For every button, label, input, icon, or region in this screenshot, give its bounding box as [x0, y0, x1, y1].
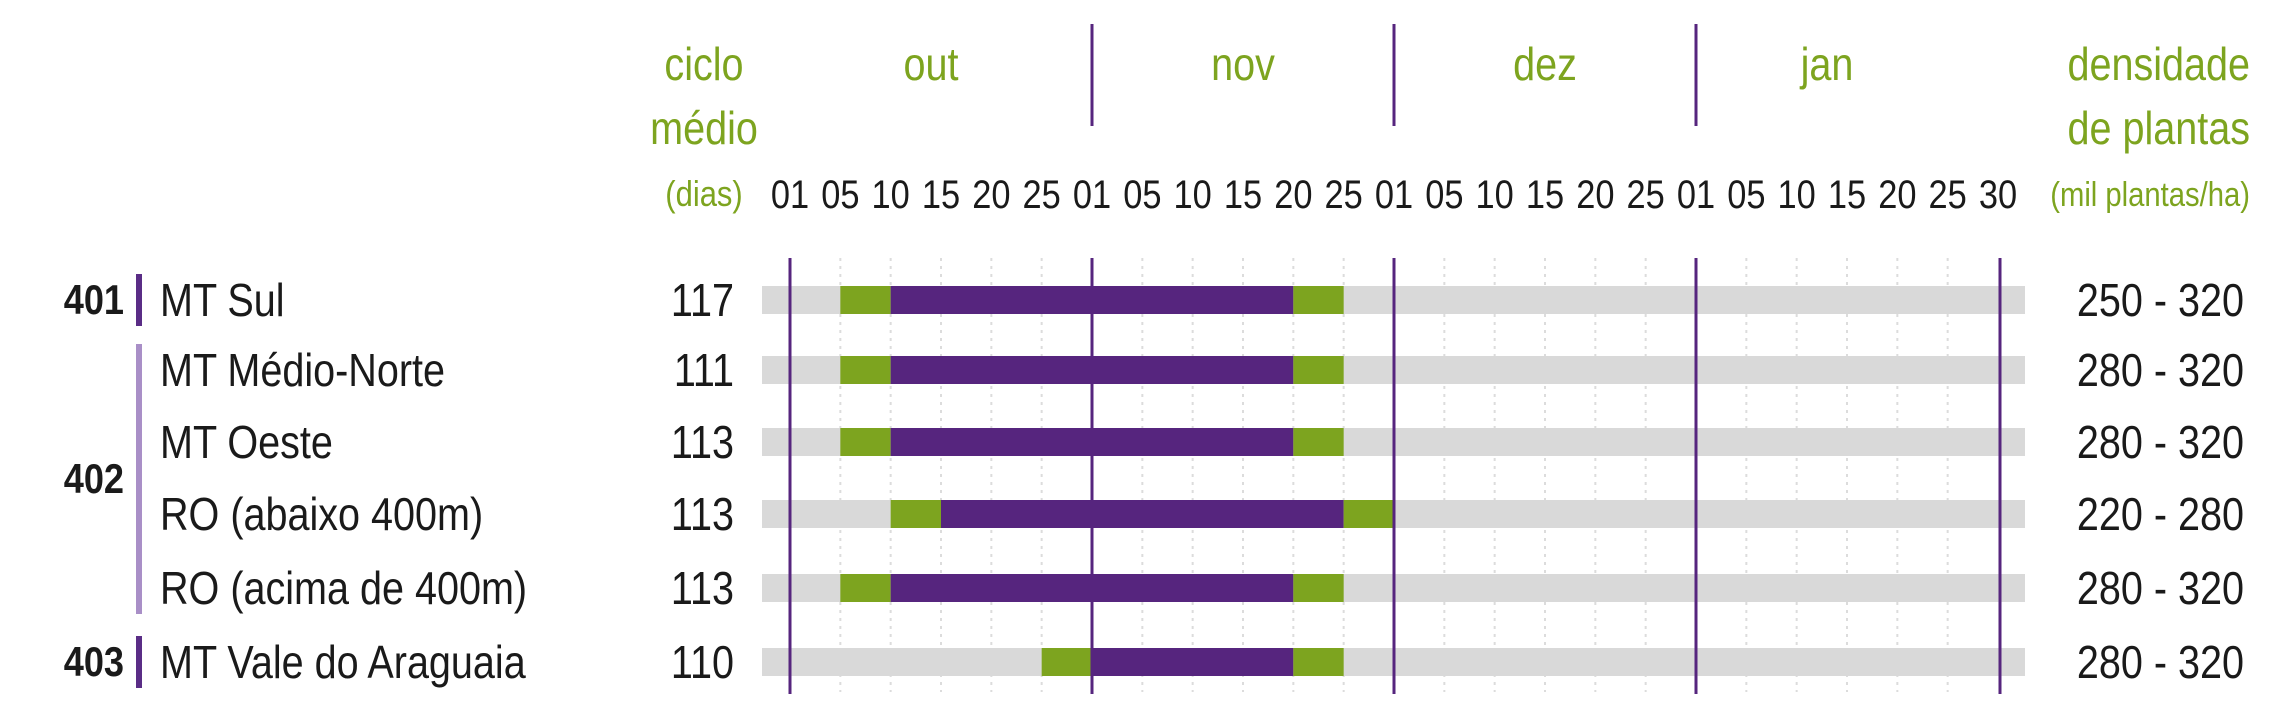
tick-label: 25 — [1023, 172, 1061, 217]
tick-label: 20 — [972, 172, 1010, 217]
tick-label: 15 — [922, 172, 960, 217]
cycle-header: médio — [650, 103, 758, 154]
tick-label: 01 — [1375, 172, 1413, 217]
month-label: nov — [1211, 39, 1275, 90]
bar-green-start — [840, 574, 891, 602]
bar-green-start — [840, 428, 891, 456]
bar-green-end — [1293, 356, 1344, 384]
tick-label: 01 — [771, 172, 809, 217]
bar-purple-ideal — [941, 500, 1344, 528]
bar-purple-ideal — [1092, 648, 1294, 676]
region-label: MT Médio-Norte — [160, 345, 445, 396]
tick-label: 20 — [1878, 172, 1916, 217]
tick-label: 20 — [1576, 172, 1614, 217]
density-value: 220 - 280 — [2077, 489, 2244, 540]
tick-label: 10 — [1476, 172, 1514, 217]
tick-label: 05 — [1123, 172, 1161, 217]
bar-green-start — [840, 286, 891, 314]
density-header-unit: (mil plantas/ha) — [2050, 175, 2250, 214]
tick-label: 25 — [1325, 172, 1363, 217]
cycle-value: 113 — [671, 489, 734, 540]
cycle-header: ciclo — [664, 39, 743, 90]
group-code: 403 — [64, 640, 124, 686]
grid-layer — [839, 24, 1949, 692]
density-value: 280 - 320 — [2077, 637, 2244, 688]
tick-label: 25 — [1627, 172, 1665, 217]
cycle-header-unit: (dias) — [665, 175, 742, 215]
bar-green-end — [1293, 286, 1344, 314]
tick-label: 15 — [1526, 172, 1564, 217]
density-value: 280 - 320 — [2077, 417, 2244, 468]
bar-green-start — [1041, 648, 1092, 676]
region-label: MT Vale do Araguaia — [160, 637, 526, 688]
tick-label: 01 — [1677, 172, 1715, 217]
cycle-value: 110 — [671, 637, 734, 688]
density-header: de plantas — [2067, 103, 2250, 154]
tick-label: 15 — [1828, 172, 1866, 217]
tick-label: 20 — [1274, 172, 1312, 217]
cycle-value: 117 — [671, 275, 734, 326]
region-label: RO (abaixo 400m) — [160, 489, 483, 540]
month-label: out — [904, 39, 959, 90]
region-label: MT Oeste — [160, 417, 333, 468]
tick-label: 05 — [1425, 172, 1463, 217]
bar-green-start — [840, 356, 891, 384]
region-label: MT Sul — [160, 275, 285, 326]
group-code: 402 — [64, 457, 124, 503]
bar-green-end — [1293, 574, 1344, 602]
density-header: densidade — [2067, 39, 2250, 90]
density-value: 280 - 320 — [2077, 563, 2244, 614]
bar-green-start — [890, 500, 941, 528]
group-code: 401 — [64, 278, 124, 324]
tick-label: 15 — [1224, 172, 1262, 217]
text-layer: out nov dez jan 01 05 10 15 20 25 01 05 10 15 20 25 01 05… — [64, 39, 2250, 688]
month-label: jan — [1799, 39, 1854, 90]
bar-green-end — [1293, 428, 1344, 456]
tick-label: 05 — [821, 172, 859, 217]
tick-label: 25 — [1929, 172, 1967, 217]
region-label: RO (acima de 400m) — [160, 563, 527, 614]
density-value: 250 - 320 — [2077, 275, 2244, 326]
tick-label: 01 — [1073, 172, 1111, 217]
density-value: 280 - 320 — [2077, 345, 2244, 396]
tick-label: 10 — [872, 172, 910, 217]
bars-layer — [762, 258, 2025, 694]
tick-label: 10 — [1778, 172, 1816, 217]
bar-green-end — [1343, 500, 1394, 528]
bar-green-end — [1293, 648, 1344, 676]
tick-label: 05 — [1727, 172, 1765, 217]
cycle-value: 113 — [671, 417, 734, 468]
cycle-value: 111 — [674, 345, 734, 396]
cycle-value: 113 — [671, 563, 734, 614]
tick-label: 10 — [1174, 172, 1212, 217]
month-label: dez — [1513, 39, 1577, 90]
tick-label: 30 — [1979, 172, 2017, 217]
